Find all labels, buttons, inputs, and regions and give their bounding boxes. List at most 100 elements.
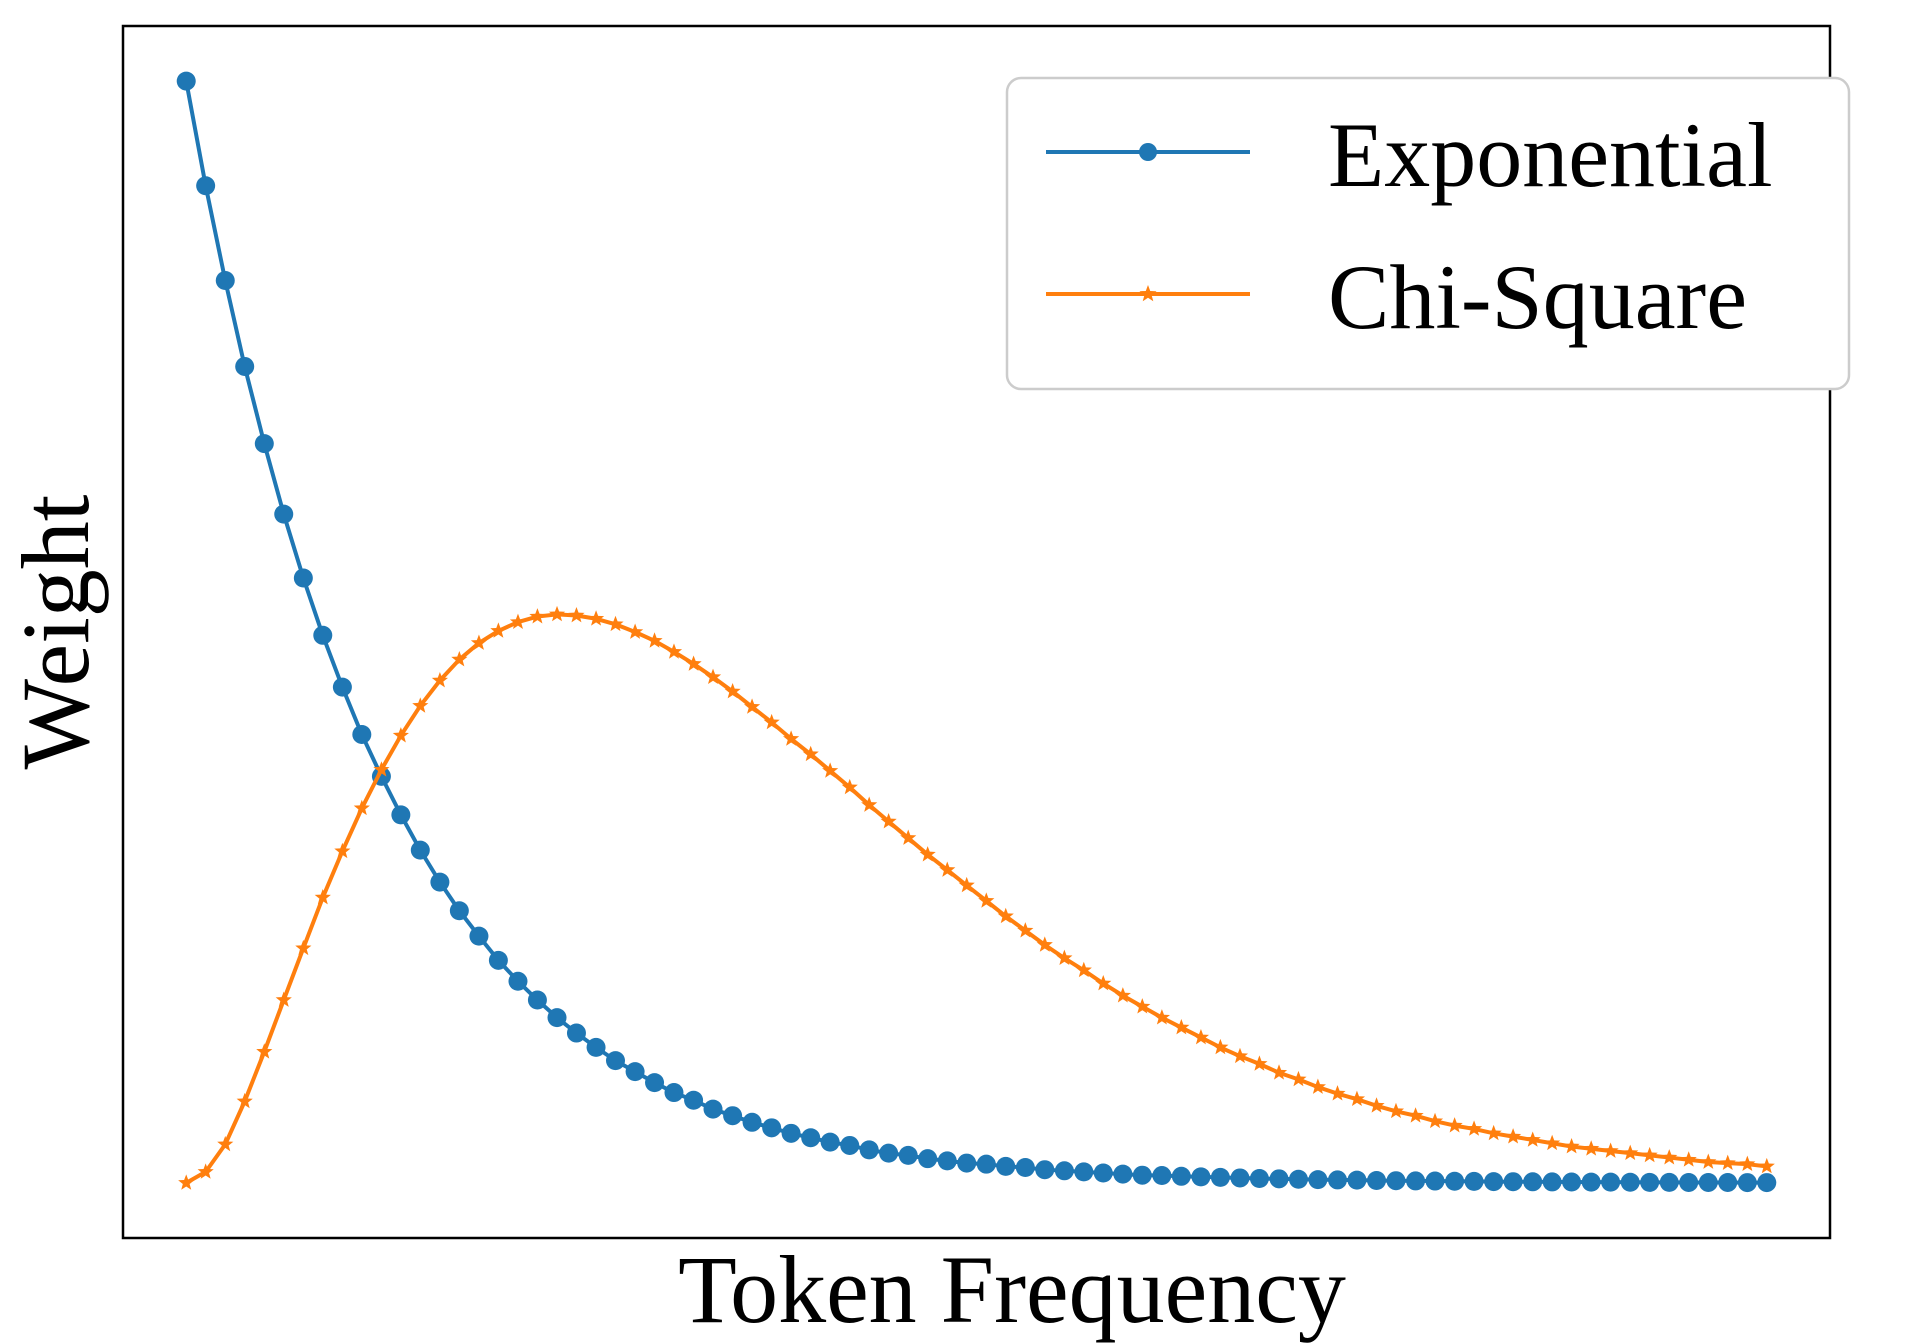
data-point-chi-square-63: [1407, 1107, 1424, 1123]
data-point-chi-square-61: [1368, 1097, 1385, 1113]
data-point-exponential-67: [1484, 1172, 1504, 1192]
data-point-exponential-35: [859, 1140, 879, 1160]
series-exponential: [176, 71, 1777, 1193]
data-point-chi-square-5: [275, 991, 292, 1007]
data-point-exponential-65: [1445, 1171, 1465, 1191]
data-point-chi-square-41: [978, 892, 995, 908]
data-point-chi-square-31: [783, 730, 800, 746]
data-point-exponential-6: [293, 568, 313, 588]
data-point-chi-square-69: [1524, 1131, 1541, 1147]
data-point-chi-square-36: [880, 813, 897, 829]
data-point-exponential-20: [566, 1023, 586, 1043]
data-point-chi-square-55: [1251, 1055, 1268, 1071]
data-point-exponential-15: [469, 926, 489, 946]
data-point-chi-square-49: [1134, 998, 1151, 1014]
data-point-chi-square-4: [256, 1043, 273, 1059]
data-point-chi-square-66: [1465, 1120, 1483, 1136]
data-point-exponential-79: [1718, 1172, 1738, 1192]
data-point-exponential-33: [820, 1132, 840, 1152]
data-point-chi-square-42: [997, 907, 1014, 924]
data-point-exponential-36: [879, 1143, 899, 1163]
data-point-exponential-37: [898, 1145, 918, 1165]
data-point-exponential-50: [1152, 1166, 1172, 1186]
data-point-chi-square-73: [1602, 1142, 1619, 1158]
data-point-chi-square-80: [1739, 1155, 1756, 1172]
data-point-chi-square-59: [1329, 1085, 1346, 1101]
data-point-exponential-2: [215, 271, 235, 291]
data-point-exponential-28: [723, 1106, 743, 1126]
data-point-chi-square-0: [178, 1174, 195, 1190]
data-point-chi-square-52: [1192, 1028, 1210, 1045]
data-point-chi-square-16: [490, 622, 507, 638]
data-point-chi-square-68: [1505, 1128, 1522, 1144]
series-line-chi-square: [185, 612, 1768, 1185]
data-point-exponential-7: [313, 625, 333, 645]
data-point-exponential-53: [1210, 1167, 1230, 1187]
data-point-chi-square-58: [1309, 1078, 1326, 1094]
data-point-exponential-30: [762, 1118, 782, 1138]
data-point-exponential-24: [645, 1073, 665, 1093]
data-point-exponential-12: [410, 840, 430, 860]
data-point-chi-square-53: [1212, 1038, 1229, 1055]
data-point-exponential-58: [1308, 1170, 1328, 1190]
data-point-chi-square-32: [802, 745, 819, 762]
data-point-chi-square-71: [1563, 1138, 1580, 1154]
data-point-exponential-68: [1503, 1172, 1523, 1192]
data-point-exponential-23: [625, 1062, 645, 1082]
data-point-chi-square-10: [373, 761, 390, 777]
data-point-chi-square-43: [1017, 922, 1034, 938]
data-point-exponential-41: [976, 1154, 996, 1174]
data-point-exponential-17: [508, 971, 528, 991]
data-point-exponential-61: [1367, 1170, 1387, 1190]
data-point-exponential-56: [1269, 1169, 1289, 1189]
data-point-exponential-26: [684, 1090, 704, 1110]
data-point-chi-square-81: [1758, 1157, 1775, 1174]
legend-entry-chi-square: Chi-Square: [1046, 246, 1747, 348]
legend-marker-chi-square-star-icon: [1139, 285, 1157, 302]
data-point-chi-square-76: [1661, 1149, 1678, 1165]
data-point-chi-square-54: [1231, 1047, 1249, 1064]
data-point-chi-square-48: [1114, 987, 1131, 1003]
data-point-exponential-80: [1737, 1173, 1757, 1193]
legend-marker-exponential-icon: [1139, 143, 1157, 161]
data-point-chi-square-28: [724, 683, 741, 699]
data-point-exponential-43: [1015, 1157, 1035, 1177]
data-point-exponential-18: [527, 990, 547, 1010]
data-point-exponential-66: [1464, 1171, 1484, 1191]
data-point-exponential-74: [1620, 1172, 1640, 1192]
data-point-exponential-60: [1347, 1170, 1367, 1190]
data-point-exponential-76: [1659, 1172, 1679, 1192]
plot-area: [176, 71, 1777, 1193]
data-point-chi-square-62: [1387, 1102, 1405, 1119]
x-axis-label: Token Frequency: [678, 1236, 1346, 1343]
data-point-chi-square-34: [841, 778, 858, 795]
data-point-exponential-3: [235, 356, 255, 376]
data-point-chi-square-11: [392, 727, 409, 743]
data-point-chi-square-60: [1348, 1090, 1366, 1107]
data-point-exponential-40: [957, 1153, 977, 1173]
data-point-chi-square-13: [431, 671, 448, 688]
data-point-chi-square-8: [334, 842, 351, 859]
data-point-exponential-11: [391, 805, 411, 825]
data-point-exponential-62: [1386, 1171, 1406, 1191]
data-point-exponential-22: [606, 1051, 625, 1071]
data-point-exponential-75: [1640, 1172, 1660, 1192]
data-point-chi-square-46: [1075, 961, 1092, 978]
y-axis-label: Weight: [2, 494, 109, 769]
data-point-chi-square-45: [1056, 949, 1073, 966]
data-point-chi-square-17: [509, 613, 527, 629]
data-point-exponential-55: [1249, 1169, 1269, 1188]
data-point-exponential-69: [1523, 1172, 1543, 1192]
data-point-chi-square-74: [1622, 1144, 1639, 1161]
data-point-chi-square-57: [1290, 1070, 1307, 1087]
data-point-chi-square-33: [822, 762, 839, 778]
data-point-exponential-78: [1698, 1172, 1718, 1192]
data-point-exponential-39: [937, 1151, 957, 1171]
data-point-chi-square-14: [451, 651, 468, 667]
data-point-exponential-34: [840, 1135, 860, 1155]
data-point-chi-square-18: [529, 608, 546, 624]
data-point-chi-square-6: [295, 939, 312, 956]
data-point-chi-square-20: [568, 606, 585, 623]
data-point-exponential-13: [430, 872, 450, 892]
